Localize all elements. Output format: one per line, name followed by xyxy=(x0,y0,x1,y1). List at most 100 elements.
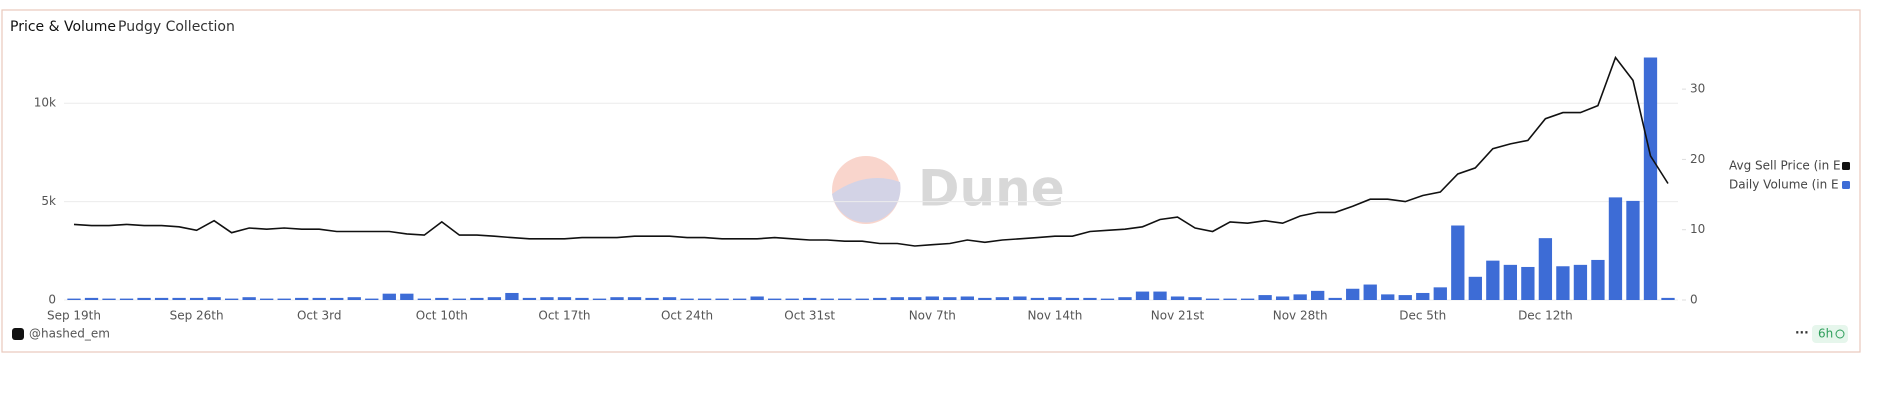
bar xyxy=(1451,225,1465,300)
bar xyxy=(1573,264,1588,300)
bar xyxy=(1030,297,1045,300)
bar xyxy=(1363,284,1377,300)
bar xyxy=(1258,295,1272,300)
watermark-logo xyxy=(832,156,901,224)
bar xyxy=(1346,288,1360,300)
bar xyxy=(189,297,204,300)
bar xyxy=(1503,264,1518,300)
x-tick-label: Nov 14th xyxy=(1028,309,1083,323)
bar xyxy=(697,298,712,300)
bar xyxy=(224,298,239,300)
bar xyxy=(908,297,922,300)
x-tick-label: Sep 19th xyxy=(47,309,101,323)
bar xyxy=(84,297,99,300)
bar xyxy=(1311,290,1325,300)
bar xyxy=(365,298,379,300)
bar xyxy=(505,292,519,300)
bar xyxy=(172,297,186,300)
bar xyxy=(715,298,729,300)
bar xyxy=(1521,266,1535,300)
chart-title: Price & Volume xyxy=(10,19,116,35)
bar xyxy=(855,298,869,300)
bar xyxy=(662,297,677,300)
y-tick-label: 5k xyxy=(41,194,56,208)
bar xyxy=(1538,238,1553,300)
bar xyxy=(610,297,624,300)
bar xyxy=(1556,266,1570,300)
bar xyxy=(522,297,537,300)
bar xyxy=(785,298,799,300)
bar xyxy=(137,297,151,300)
bar xyxy=(330,297,344,300)
y-tick-label: 10k xyxy=(34,96,56,110)
bar xyxy=(768,298,782,300)
bar xyxy=(1188,297,1202,300)
bar xyxy=(592,298,607,300)
bar xyxy=(838,298,852,300)
bar xyxy=(452,298,467,300)
x-tick-label: Oct 10th xyxy=(416,309,468,323)
bar xyxy=(978,297,992,300)
bar xyxy=(1661,297,1675,300)
bar xyxy=(1065,297,1080,300)
chart-subtitle: Pudgy Collection xyxy=(118,19,235,35)
bar xyxy=(154,297,169,300)
bar xyxy=(1100,298,1115,300)
bar xyxy=(277,298,291,300)
bar xyxy=(803,297,817,300)
bar xyxy=(1240,298,1255,300)
bar xyxy=(557,297,572,300)
bar xyxy=(67,298,81,300)
author-icon xyxy=(12,328,24,340)
bar xyxy=(1205,298,1220,300)
bar xyxy=(1416,292,1430,300)
bar xyxy=(1433,287,1447,300)
bar xyxy=(417,298,431,300)
bar xyxy=(1223,298,1237,300)
bar xyxy=(1608,197,1623,300)
bar xyxy=(1135,291,1150,300)
bar xyxy=(540,297,554,300)
x-tick-label: Sep 26th xyxy=(170,309,224,323)
y2-tick-label: 20 xyxy=(1690,152,1705,166)
legend-swatch xyxy=(1842,181,1850,189)
bar xyxy=(1293,294,1307,300)
author: @hashed_em xyxy=(29,327,110,341)
x-tick-label: Oct 17th xyxy=(538,309,590,323)
more-menu[interactable]: ··· xyxy=(1795,326,1809,340)
bar xyxy=(1275,296,1290,300)
bar xyxy=(1398,295,1412,300)
bar xyxy=(382,293,396,300)
bar xyxy=(1170,296,1185,300)
bar xyxy=(119,298,134,300)
bar xyxy=(207,297,221,300)
x-tick-label: Nov 7th xyxy=(909,309,956,323)
bar xyxy=(1486,260,1500,300)
bar xyxy=(1083,297,1097,300)
bar xyxy=(680,298,694,300)
bar xyxy=(1381,294,1395,300)
bar xyxy=(1048,297,1062,300)
bar xyxy=(1591,259,1605,300)
bar xyxy=(943,297,957,300)
bar xyxy=(1626,200,1640,300)
bar xyxy=(645,297,659,300)
price-line xyxy=(73,55,1669,247)
y2-tick-label: 10 xyxy=(1690,222,1705,236)
bar xyxy=(925,296,939,300)
bar xyxy=(820,298,834,300)
bar xyxy=(470,297,484,300)
bar xyxy=(960,296,974,300)
bar xyxy=(750,296,764,300)
bar xyxy=(732,298,747,300)
badge-icon xyxy=(1835,329,1845,339)
bar xyxy=(1468,276,1482,300)
bar xyxy=(1643,57,1658,301)
legend-swatch xyxy=(1842,162,1850,170)
bar xyxy=(890,297,904,300)
y-tick-label: 0 xyxy=(48,293,56,307)
x-tick-label: Oct 31st xyxy=(784,309,835,323)
bar xyxy=(627,297,642,300)
badge-text: 6h xyxy=(1818,327,1833,341)
badge[interactable] xyxy=(1812,325,1848,343)
